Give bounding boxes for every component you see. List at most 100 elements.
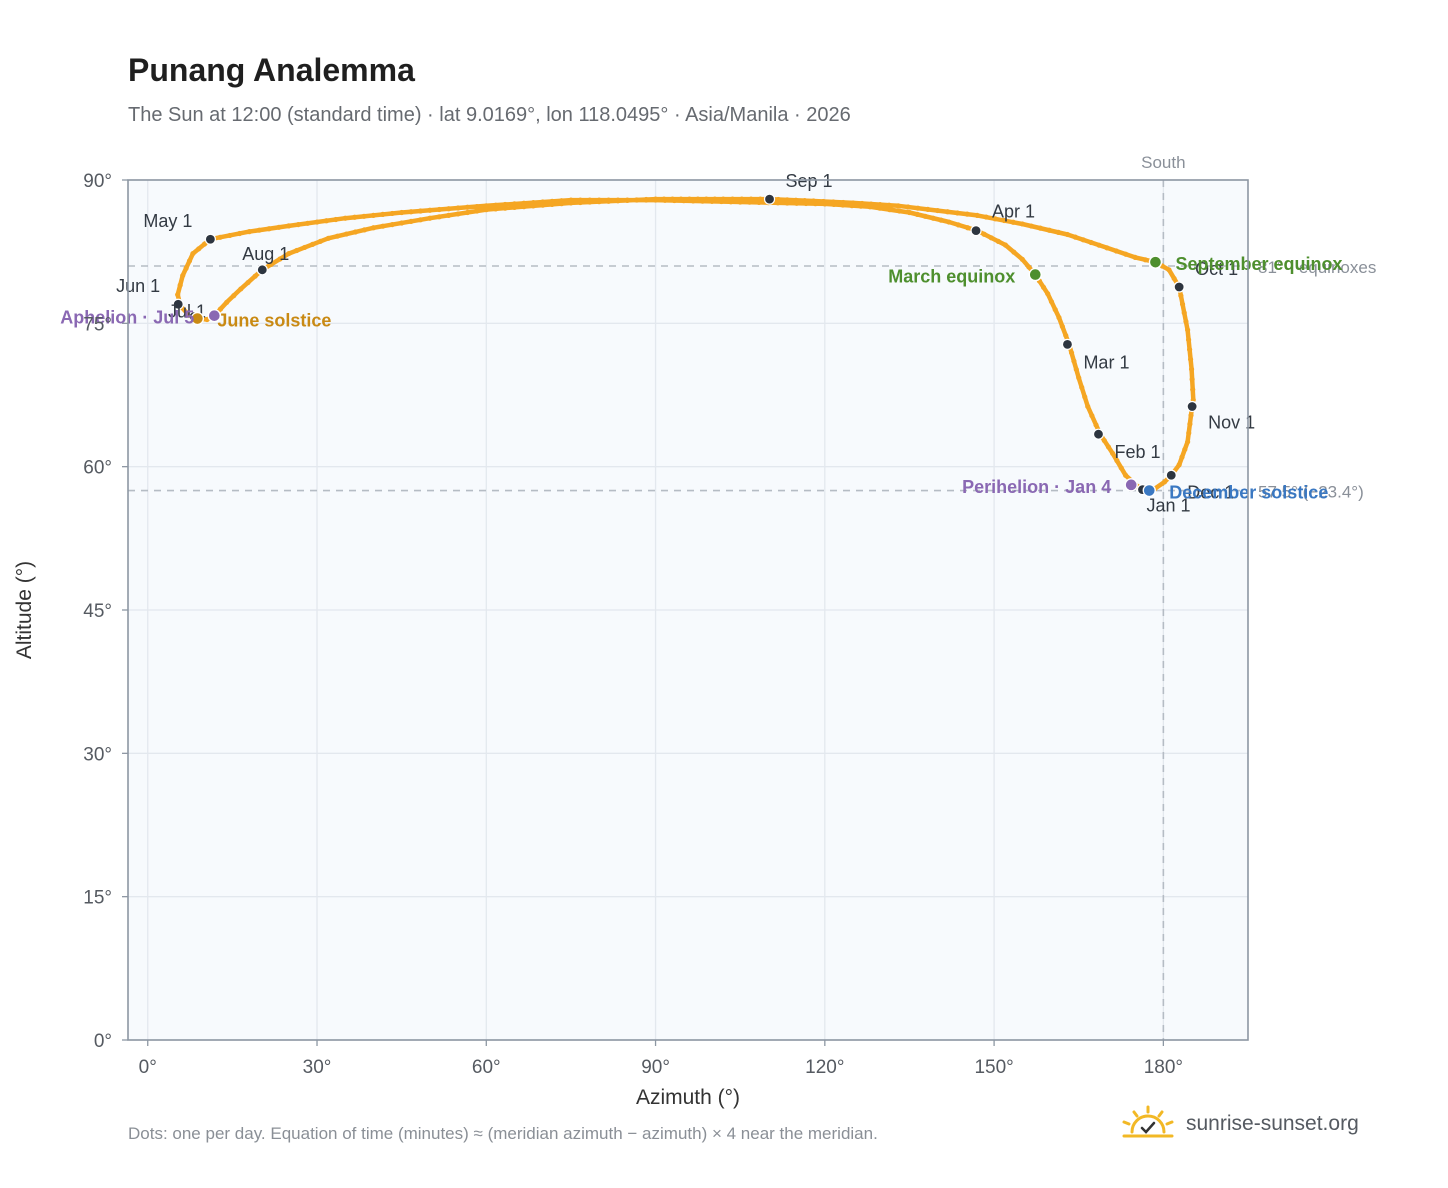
day-dot bbox=[227, 232, 233, 239]
day-dot bbox=[399, 220, 405, 226]
day-dot bbox=[1088, 239, 1094, 246]
y-tick-label: 90° bbox=[83, 171, 112, 192]
month-label: Jun 1 bbox=[116, 276, 160, 296]
brand[interactable]: sunrise-sunset.org bbox=[1120, 1100, 1359, 1148]
day-dot bbox=[180, 272, 186, 279]
day-dot bbox=[1186, 337, 1192, 343]
day-dot bbox=[1178, 293, 1184, 299]
event-label: June solstice bbox=[217, 311, 331, 331]
day-dot bbox=[558, 201, 565, 207]
day-dot bbox=[277, 256, 283, 262]
brand-link[interactable]: sunrise-sunset.org bbox=[1186, 1112, 1359, 1135]
day-dot bbox=[748, 196, 754, 202]
day-dot bbox=[1188, 366, 1195, 372]
day-dot bbox=[217, 234, 223, 240]
south-label: South bbox=[1141, 153, 1185, 172]
day-dot bbox=[1166, 267, 1172, 273]
month-label: Nov 1 bbox=[1208, 412, 1255, 432]
x-tick-label: 150° bbox=[974, 1057, 1013, 1078]
event-marker bbox=[1028, 267, 1042, 282]
day-dot bbox=[1052, 307, 1058, 313]
day-dot bbox=[370, 212, 377, 218]
day-dot bbox=[238, 286, 244, 292]
day-dot bbox=[1073, 366, 1079, 373]
day-dot bbox=[587, 199, 593, 205]
day-dot bbox=[236, 230, 243, 237]
day-dot bbox=[886, 202, 892, 208]
day-dot bbox=[810, 198, 817, 204]
day-dot bbox=[643, 196, 649, 203]
day-dot bbox=[720, 196, 726, 202]
day-dot bbox=[1002, 242, 1008, 248]
day-dot bbox=[1045, 291, 1051, 297]
month-label: Apr 1 bbox=[992, 202, 1035, 222]
day-dot bbox=[511, 204, 518, 210]
day-dot bbox=[286, 223, 292, 229]
day-dot bbox=[231, 293, 237, 299]
day-dot bbox=[1118, 465, 1124, 471]
y-tick-label: 30° bbox=[83, 744, 112, 765]
day-dot bbox=[1040, 284, 1047, 290]
day-dot bbox=[295, 221, 301, 228]
day-dot bbox=[1179, 454, 1185, 460]
day-dot bbox=[474, 203, 480, 210]
day-dot bbox=[1132, 254, 1138, 260]
event-markers: March equinox September equinox June solst… bbox=[60, 254, 1342, 502]
month-label: May 1 bbox=[143, 211, 192, 231]
event-label: September equinox bbox=[1175, 254, 1342, 274]
day-dot bbox=[1055, 229, 1062, 235]
month-label: Jan 1 bbox=[1146, 496, 1190, 516]
day-dot bbox=[830, 199, 836, 205]
month-marker bbox=[1061, 338, 1074, 350]
day-dot bbox=[1082, 394, 1088, 400]
day-dot bbox=[417, 217, 424, 223]
day-dot bbox=[1114, 458, 1120, 464]
day-dot bbox=[1096, 242, 1102, 248]
day-dot bbox=[1183, 318, 1189, 325]
day-dot bbox=[446, 206, 452, 212]
day-dot bbox=[896, 208, 903, 214]
day-dot bbox=[224, 299, 230, 305]
day-dot bbox=[1187, 356, 1194, 363]
x-tick-label: 0° bbox=[139, 1057, 157, 1078]
day-dot bbox=[286, 250, 292, 257]
day-dot bbox=[1185, 327, 1191, 333]
axes: 0° 30° 60° 90° 120° 150° 180° 0° 15° 30° 45° 60° 75°… bbox=[83, 171, 1183, 1078]
day-dot bbox=[334, 233, 340, 239]
day-dot bbox=[246, 229, 252, 235]
month-label: Dec 1 bbox=[1187, 482, 1234, 502]
day-dot bbox=[922, 213, 928, 219]
day-dot bbox=[1190, 386, 1196, 393]
y-axis-label: Altitude (°) bbox=[13, 561, 36, 659]
day-dot bbox=[502, 201, 508, 208]
day-dot bbox=[652, 196, 659, 202]
day-dot bbox=[483, 207, 489, 213]
day-dot bbox=[906, 209, 913, 216]
day-dot bbox=[333, 216, 339, 223]
day-dot bbox=[859, 200, 865, 207]
y-tick-label: 60° bbox=[83, 458, 112, 479]
day-dot bbox=[455, 205, 461, 211]
day-dot bbox=[540, 202, 546, 208]
event-marker bbox=[1148, 255, 1163, 269]
chart-subtitle: The Sun at 12:00 (standard time) · lat 9… bbox=[128, 104, 851, 126]
day-dot bbox=[739, 196, 745, 202]
day-dot bbox=[1019, 256, 1025, 262]
day-dot bbox=[493, 202, 499, 208]
sun-logo-icon bbox=[1122, 1105, 1174, 1138]
month-marker bbox=[763, 193, 776, 205]
day-dot bbox=[1048, 299, 1055, 305]
day-dot bbox=[361, 213, 367, 219]
day-dot bbox=[820, 198, 827, 205]
x-axis-label: Azimuth (°) bbox=[636, 1086, 740, 1109]
day-dot bbox=[568, 200, 574, 206]
day-dot bbox=[427, 215, 433, 221]
day-dot bbox=[1046, 227, 1052, 233]
day-dot bbox=[1071, 358, 1077, 364]
day-dot bbox=[802, 198, 808, 204]
day-dot bbox=[268, 261, 274, 268]
day-dot bbox=[868, 201, 874, 207]
day-dot bbox=[502, 205, 508, 211]
